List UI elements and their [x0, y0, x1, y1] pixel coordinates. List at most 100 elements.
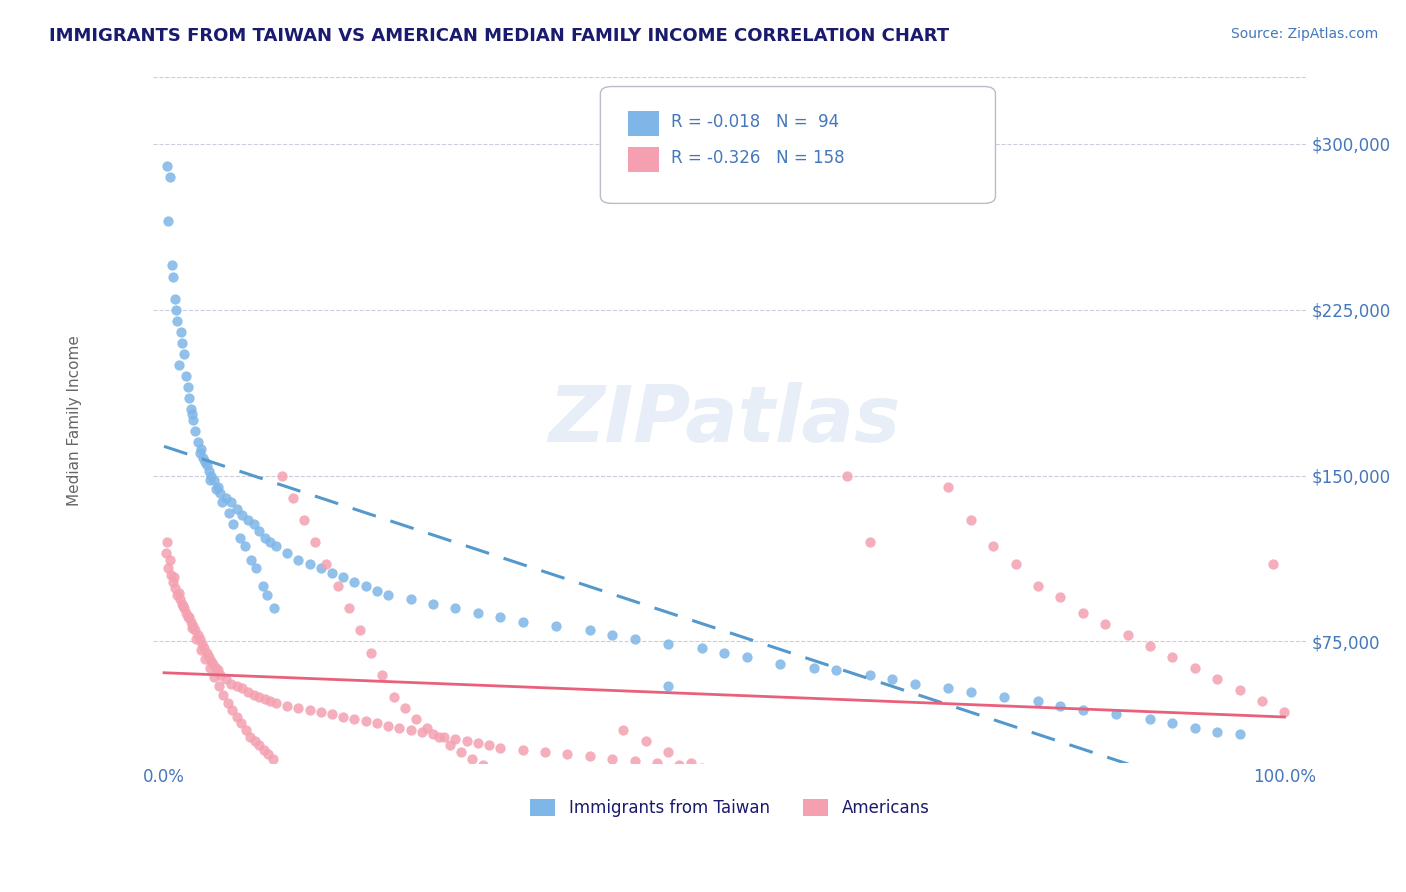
Point — [645, 756, 668, 771]
Point — [180, 402, 202, 417]
Point — [159, 552, 181, 566]
Point — [568, 787, 591, 801]
Point — [993, 690, 1015, 704]
Point — [219, 495, 242, 509]
Point — [578, 624, 600, 638]
Point — [546, 782, 568, 797]
Point — [166, 314, 188, 328]
Point — [165, 302, 187, 317]
Point — [218, 506, 240, 520]
Point — [769, 780, 792, 795]
Point — [231, 716, 253, 731]
Point — [211, 495, 233, 509]
Point — [263, 601, 285, 615]
Point — [450, 745, 472, 759]
Point — [366, 716, 388, 731]
Point — [156, 535, 179, 549]
Point — [904, 676, 927, 690]
Point — [657, 637, 679, 651]
Point — [332, 570, 354, 584]
Point — [217, 697, 239, 711]
Point — [173, 601, 195, 615]
Point — [394, 701, 416, 715]
Point — [1139, 639, 1161, 653]
Text: IMMIGRANTS FROM TAIWAN VS AMERICAN MEDIAN FAMILY INCOME CORRELATION CHART: IMMIGRANTS FROM TAIWAN VS AMERICAN MEDIA… — [49, 27, 949, 45]
Point — [1071, 703, 1094, 717]
Point — [276, 546, 298, 560]
Point — [399, 723, 422, 737]
Point — [252, 579, 274, 593]
Point — [221, 703, 243, 717]
Point — [243, 734, 266, 748]
Point — [433, 730, 456, 744]
Point — [156, 159, 179, 173]
Point — [176, 610, 198, 624]
Point — [332, 709, 354, 723]
Point — [1026, 579, 1049, 593]
Point — [690, 760, 713, 774]
Point — [195, 646, 218, 660]
Point — [349, 624, 371, 638]
Point — [259, 694, 281, 708]
Point — [589, 791, 612, 805]
Point — [735, 764, 758, 779]
Point — [321, 566, 343, 580]
Point — [679, 756, 702, 771]
Legend: Immigrants from Taiwan, Americans: Immigrants from Taiwan, Americans — [524, 792, 936, 823]
Point — [212, 688, 235, 702]
Point — [184, 425, 207, 439]
Point — [198, 473, 221, 487]
Point — [360, 646, 382, 660]
Point — [159, 169, 181, 184]
Point — [257, 747, 280, 762]
Point — [859, 667, 882, 681]
Point — [233, 540, 256, 554]
Point — [484, 764, 506, 779]
Point — [461, 752, 484, 766]
Point — [388, 721, 411, 735]
Point — [207, 480, 229, 494]
Point — [208, 486, 231, 500]
Point — [1071, 606, 1094, 620]
Point — [600, 628, 623, 642]
Point — [200, 468, 222, 483]
Point — [304, 535, 326, 549]
Point — [239, 730, 262, 744]
Point — [1263, 557, 1285, 571]
Point — [186, 632, 208, 647]
Point — [219, 676, 242, 690]
Point — [411, 725, 433, 739]
Point — [467, 606, 489, 620]
Point — [1049, 591, 1071, 605]
Point — [489, 610, 512, 624]
Point — [162, 269, 184, 284]
Point — [735, 650, 758, 665]
Point — [1139, 712, 1161, 726]
Point — [578, 749, 600, 764]
Point — [321, 707, 343, 722]
Point — [236, 513, 259, 527]
Point — [229, 531, 252, 545]
Point — [235, 723, 257, 737]
Point — [247, 690, 270, 704]
Point — [281, 491, 304, 505]
Point — [1094, 616, 1116, 631]
Point — [936, 480, 959, 494]
Point — [208, 679, 231, 693]
Point — [981, 540, 1004, 554]
Point — [157, 214, 180, 228]
Point — [792, 785, 814, 799]
Point — [848, 776, 870, 790]
Point — [1229, 683, 1251, 698]
Point — [354, 714, 377, 728]
Point — [837, 468, 859, 483]
Point — [231, 681, 253, 695]
Point — [1251, 694, 1274, 708]
Point — [204, 661, 226, 675]
Point — [422, 727, 444, 741]
Point — [155, 546, 177, 560]
Point — [512, 615, 534, 629]
Point — [163, 570, 186, 584]
Point — [702, 767, 724, 781]
Point — [416, 721, 439, 735]
